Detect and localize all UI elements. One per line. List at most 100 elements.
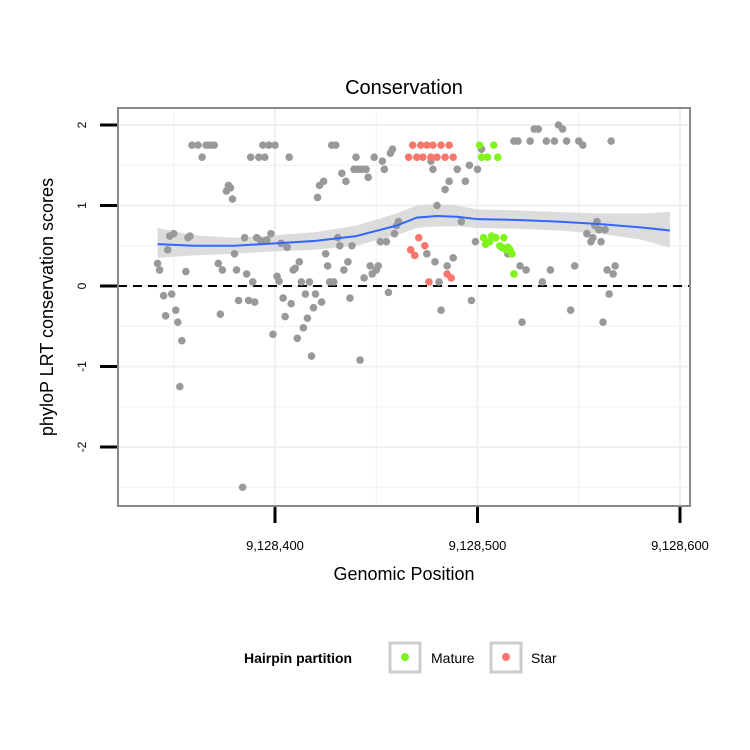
point-other bbox=[376, 237, 385, 246]
point-other bbox=[441, 185, 449, 194]
point-mature bbox=[491, 233, 500, 242]
point-other bbox=[242, 270, 251, 278]
point-other bbox=[319, 177, 328, 186]
y-axis-label: phyloP LRT conservation scores bbox=[37, 178, 57, 436]
point-other bbox=[303, 314, 312, 323]
legend-label-mature: Mature bbox=[431, 650, 475, 666]
point-other bbox=[534, 125, 543, 133]
y-axis: -2 -1 0 1 2 bbox=[75, 121, 117, 452]
series-other bbox=[153, 121, 619, 492]
point-other bbox=[453, 165, 462, 174]
point-other bbox=[283, 243, 291, 252]
legend-item-mature: Mature bbox=[388, 641, 475, 674]
point-star bbox=[445, 141, 453, 149]
point-other bbox=[435, 278, 443, 286]
point-other bbox=[348, 241, 356, 250]
point-other bbox=[178, 336, 186, 345]
point-other bbox=[176, 382, 184, 391]
point-other bbox=[182, 267, 190, 276]
point-other bbox=[384, 288, 393, 297]
point-other bbox=[331, 141, 340, 149]
point-other bbox=[323, 262, 332, 270]
point-other bbox=[299, 324, 308, 332]
point-other bbox=[267, 229, 275, 238]
point-other bbox=[457, 217, 466, 226]
x-tick-label: 9,128,600 bbox=[651, 538, 709, 553]
legend-label-star: Star bbox=[531, 650, 557, 666]
point-other bbox=[218, 266, 227, 274]
point-other bbox=[263, 236, 271, 244]
point-other bbox=[467, 296, 476, 305]
point-other bbox=[230, 250, 239, 258]
point-other bbox=[216, 310, 225, 318]
y-tick-label: -2 bbox=[75, 441, 89, 452]
point-other bbox=[516, 262, 524, 270]
point-other bbox=[461, 177, 470, 186]
point-mature bbox=[477, 153, 486, 161]
point-other bbox=[599, 318, 607, 327]
point-mature bbox=[500, 233, 508, 242]
point-other bbox=[364, 173, 372, 182]
point-star bbox=[408, 141, 417, 149]
point-other bbox=[169, 229, 178, 238]
point-other bbox=[380, 165, 389, 174]
point-other bbox=[609, 270, 617, 278]
point-other bbox=[465, 161, 474, 170]
point-star bbox=[410, 251, 419, 260]
point-other bbox=[356, 356, 364, 364]
point-other bbox=[271, 141, 279, 149]
point-other bbox=[562, 137, 571, 145]
point-star bbox=[449, 153, 458, 161]
point-other bbox=[605, 290, 613, 298]
y-tick-label: 1 bbox=[75, 202, 89, 209]
point-other bbox=[291, 264, 300, 273]
x-axis-label: Genomic Position bbox=[333, 564, 474, 584]
legend-dot-star bbox=[502, 653, 510, 661]
point-other bbox=[388, 145, 397, 153]
point-star bbox=[412, 153, 421, 161]
point-mature bbox=[479, 233, 488, 242]
point-other bbox=[309, 303, 318, 312]
smooth-trend-line bbox=[157, 214, 670, 247]
point-star bbox=[421, 241, 429, 250]
point-star bbox=[404, 153, 413, 161]
point-other bbox=[167, 290, 176, 298]
point-other bbox=[297, 278, 306, 286]
x-tick-label: 9,128,500 bbox=[449, 538, 507, 553]
point-other bbox=[257, 237, 265, 245]
point-other bbox=[188, 141, 196, 149]
point-other bbox=[281, 312, 289, 321]
point-other bbox=[295, 258, 304, 266]
point-other bbox=[254, 153, 263, 161]
point-other bbox=[287, 299, 296, 308]
point-other bbox=[526, 137, 534, 145]
point-star bbox=[441, 153, 449, 161]
point-star bbox=[437, 141, 445, 149]
point-other bbox=[198, 153, 206, 161]
point-other bbox=[293, 334, 302, 343]
point-mature bbox=[475, 141, 484, 149]
point-other bbox=[336, 241, 344, 250]
point-other bbox=[344, 258, 352, 266]
point-other bbox=[163, 245, 172, 254]
point-other bbox=[153, 259, 162, 268]
point-other bbox=[601, 225, 609, 234]
point-star bbox=[419, 153, 427, 161]
legend: Hairpin partition Mature Star bbox=[244, 641, 557, 674]
point-mature bbox=[510, 270, 518, 278]
point-other bbox=[382, 237, 391, 246]
point-other bbox=[374, 262, 383, 270]
point-other bbox=[370, 153, 379, 161]
point-other bbox=[542, 137, 551, 145]
point-star bbox=[414, 233, 423, 242]
point-other bbox=[378, 157, 387, 166]
point-other bbox=[546, 266, 555, 274]
point-other bbox=[174, 318, 182, 327]
chart-title: Conservation bbox=[345, 77, 463, 99]
point-other bbox=[301, 290, 310, 298]
point-other bbox=[214, 259, 223, 268]
point-star bbox=[425, 278, 433, 286]
point-other bbox=[362, 165, 370, 174]
panel-border bbox=[117, 107, 691, 507]
